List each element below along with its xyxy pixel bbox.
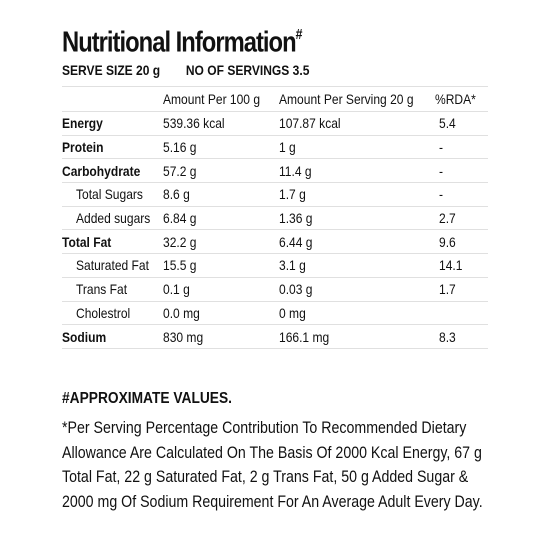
amount-per-100g: 539.36 kcal bbox=[163, 111, 279, 136]
title-text: Nutritional Information bbox=[62, 26, 297, 59]
footnote-line: 2000 mg Of Sodium Requirement For An Ave… bbox=[62, 492, 483, 511]
table-row: Total Sugars 8.6 g 1.7 g- bbox=[62, 182, 488, 207]
notes-section: #APPROXIMATE VALUES. *Per Serving Percen… bbox=[62, 390, 502, 514]
amount-per-serving: 1 g bbox=[278, 135, 436, 160]
nutrient-label: Trans Fat bbox=[62, 277, 164, 302]
amount-per-100g: 0.1 g bbox=[163, 277, 279, 302]
table-row: Total Fat 32.2 g 6.44 g 9.6 bbox=[62, 229, 488, 255]
table-header-row: Amount Per 100 g Amount Per Serving 20 g… bbox=[62, 86, 488, 112]
nutrient-label: Carbohydrate bbox=[62, 158, 164, 184]
table-row: Carbohydrate 57.2 g 11.4 g- bbox=[62, 158, 488, 184]
table-row: Sodium 830 mg 166.1 mg 8.3 bbox=[62, 324, 488, 349]
amount-per-100g: 8.6 g bbox=[163, 182, 279, 207]
rda-value: 2.7 bbox=[435, 206, 488, 231]
footnote-line: Total Fat, 22 g Saturated Fat, 2 g Trans… bbox=[62, 468, 469, 486]
nutrient-label: Saturated Fat bbox=[62, 253, 164, 278]
amount-per-serving: 3.1 g bbox=[278, 253, 436, 278]
footnote-line: Allowance Are Calculated On The Basis Of… bbox=[62, 443, 482, 462]
rda-value: 9.6 bbox=[435, 229, 488, 255]
table-row: Saturated Fat 15.5 g 3.1 g 14.1 bbox=[62, 253, 488, 278]
serving-info: SERVE SIZE 20 g NO OF SERVINGS 3.5 bbox=[62, 62, 432, 80]
nutrient-label: Cholestrol bbox=[62, 301, 164, 326]
nutrient-label: Total Fat bbox=[62, 229, 164, 255]
amount-per-100g: 5.16 g bbox=[163, 135, 279, 160]
amount-per-serving: 6.44 g bbox=[278, 229, 436, 255]
amount-per-100g: 6.84 g bbox=[163, 206, 279, 231]
page-title: Nutritional Information# bbox=[62, 20, 415, 60]
amount-per-100g: 32.2 g bbox=[163, 229, 279, 255]
column-header-per-serving: Amount Per Serving 20 g bbox=[278, 86, 436, 112]
rda-value: 8.3 bbox=[435, 324, 488, 349]
nutrient-label: Added sugars bbox=[62, 206, 164, 231]
column-header-nutrient bbox=[62, 86, 164, 112]
amount-per-100g: 0.0 mg bbox=[163, 301, 279, 326]
nutrition-table-body: Energy 539.36 kcal 107.87 kcal 5.4 Protein 5.… bbox=[62, 111, 488, 349]
rda-value: 1.7 bbox=[435, 277, 488, 302]
title-mark: # bbox=[295, 26, 303, 43]
nutrition-table: Amount Per 100 g Amount Per Serving 20 g… bbox=[62, 86, 488, 349]
table-row: Trans Fat 0.1 g 0.03 g 1.7 bbox=[62, 277, 488, 302]
amount-per-serving: 166.1 mg bbox=[278, 324, 436, 349]
amount-per-serving: 0.03 g bbox=[278, 277, 436, 302]
amount-per-100g: 830 mg bbox=[163, 324, 279, 349]
column-header-per-100g: Amount Per 100 g bbox=[163, 86, 279, 112]
rda-footnote: *Per Serving Percentage Contribution To … bbox=[62, 416, 502, 514]
amount-per-serving: 1.7 g bbox=[278, 182, 436, 207]
nutrient-label: Total Sugars bbox=[62, 182, 164, 207]
amount-per-100g: 57.2 g bbox=[163, 158, 279, 184]
amount-per-serving: 11.4 g bbox=[278, 158, 436, 184]
nutrient-label: Energy bbox=[62, 111, 164, 136]
amount-per-serving: 107.87 kcal bbox=[278, 111, 436, 136]
rda-value: 5.4 bbox=[435, 111, 488, 136]
serve-size-label: SERVE SIZE 20 g bbox=[62, 61, 161, 78]
rda-value bbox=[435, 301, 488, 326]
footnote-line: *Per Serving Percentage Contribution To … bbox=[62, 419, 467, 437]
table-row: Energy 539.36 kcal 107.87 kcal 5.4 bbox=[62, 111, 488, 136]
table-row: Cholestrol 0.0 mg 0 mg bbox=[62, 301, 488, 326]
column-header-rda: %RDA* bbox=[435, 86, 488, 112]
rda-value: - bbox=[435, 135, 488, 160]
nutrient-label: Sodium bbox=[62, 324, 164, 349]
approximate-values-note: #APPROXIMATE VALUES. bbox=[62, 390, 232, 407]
nutrient-label: Protein bbox=[62, 135, 164, 160]
amount-per-serving: 0 mg bbox=[278, 301, 436, 326]
nutrition-header: Nutritional Information# SERVE SIZE 20 g… bbox=[62, 20, 492, 80]
amount-per-serving: 1.36 g bbox=[278, 206, 436, 231]
rda-value: 14.1 bbox=[435, 253, 488, 278]
amount-per-100g: 15.5 g bbox=[163, 253, 279, 278]
rda-value: - bbox=[435, 158, 488, 184]
servings-count-label: NO OF SERVINGS 3.5 bbox=[185, 61, 310, 78]
table-row: Added sugars 6.84 g 1.36 g 2.7 bbox=[62, 206, 488, 231]
rda-value: - bbox=[435, 182, 488, 207]
